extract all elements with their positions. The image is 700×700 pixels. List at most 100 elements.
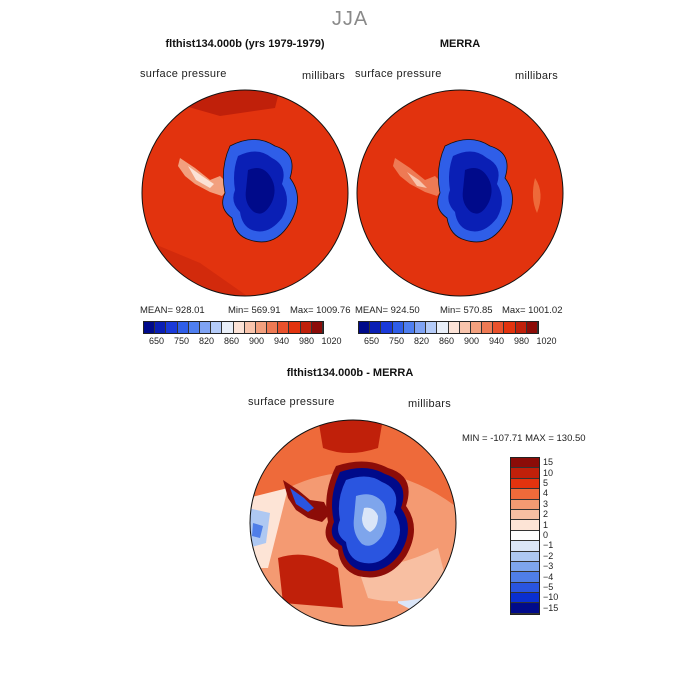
panel1-colorbar-swatch [255, 322, 268, 333]
panel2-colorbar-swatch [470, 322, 483, 333]
panel2-colorbar-swatch [370, 322, 382, 333]
panel1-colorbar-swatch [311, 322, 323, 333]
panel1-variable-label: surface pressure [140, 68, 227, 80]
panel3-colorbar-tick-label: −1 [543, 540, 554, 551]
panel1-colorbar-swatch [267, 322, 279, 333]
panel3-colorbar-tick-label: 0 [543, 530, 549, 540]
panel2-colorbar-swatch [414, 322, 427, 333]
panel1-colorbar-swatch [199, 322, 212, 333]
panel3-colorbar-tick-label: 4 [543, 488, 549, 499]
panel2-colorbar-tick-label: 940 [488, 336, 505, 346]
panel1-colorbar-swatch [300, 322, 312, 333]
panel2-title: MERRA [439, 38, 481, 50]
panel1-polar-map [141, 89, 349, 297]
panel2-colorbar-swatch [493, 322, 505, 333]
panel1-colorbar-tick-label: 940 [273, 336, 290, 346]
panel2-colorbar-swatch [448, 322, 460, 333]
panel2-variable-label: surface pressure [355, 68, 442, 80]
panel2-colorbar-swatch [392, 322, 404, 333]
panel1-colorbar-swatch [166, 322, 178, 333]
panel3-colorbar-tick-label: 3 [543, 498, 549, 509]
panel2-colorbar-tick-label: 1020 [536, 336, 557, 346]
panel2-colorbar-swatch [437, 322, 449, 333]
panel1-units-label: millibars [302, 70, 346, 82]
panel1-colorbar-tick-label: 750 [173, 336, 190, 346]
panel3-colorbar-swatch [511, 582, 539, 594]
panel3-colorbar-swatch [511, 572, 539, 583]
panel1-colorbar-tick-label: 900 [248, 336, 265, 346]
panel3-polar-map [249, 419, 457, 627]
panel3-colorbar-tick-label: −3 [543, 561, 554, 572]
panel2-colorbar-swatch [504, 322, 516, 333]
panel2-colorbar-swatch [526, 322, 538, 333]
panel2-colorbar-tick-label: 820 [413, 336, 430, 346]
panel3-colorbar-tick-label: 15 [543, 457, 554, 468]
panel2-mean: MEAN= 924.50 [355, 305, 420, 316]
panel2-colorbar-tick-label: 900 [463, 336, 480, 346]
panel2-max: Max= 1001.02 [502, 305, 563, 316]
panel1-colorbar-swatch [144, 322, 156, 333]
panel2-colorbar-tick-label: 750 [388, 336, 405, 346]
panel3-colorbar-tick-label: 1 [543, 519, 549, 530]
panel1-colorbar [143, 321, 324, 334]
panel3-title: flthist134.000b - MERRA [286, 367, 414, 379]
panel3-colorbar-swatch [511, 541, 539, 552]
panel1-colorbar-swatch [211, 322, 223, 333]
panel3-colorbar-tick-label: −15 [543, 602, 559, 613]
panel3-colorbar-swatch [511, 458, 539, 469]
panel1-max: Max= 1009.76 [290, 305, 351, 316]
panel2-units-label: millibars [515, 70, 559, 82]
panel3-colorbar-swatch [511, 561, 539, 573]
panel2-colorbar-swatch [403, 322, 415, 333]
panel2-colorbar-swatch [482, 322, 494, 333]
panel3-colorbar-swatch [511, 603, 539, 614]
panel3-colorbar-tick-label: 5 [543, 478, 549, 488]
panel1-min: Min= 569.91 [228, 305, 281, 316]
panel2-polar-map [356, 89, 564, 297]
panel3-variable-label: surface pressure [248, 396, 335, 408]
panel1-colorbar-swatch [177, 322, 189, 333]
panel3-colorbar-swatch [511, 489, 539, 500]
panel3-colorbar-swatch [511, 520, 539, 531]
panel1-colorbar-swatch [233, 322, 245, 333]
panel1-mean: MEAN= 928.01 [140, 305, 205, 316]
panel3-colorbar [510, 457, 540, 615]
panel1-colorbar-swatch [188, 322, 200, 333]
panel3-colorbar-swatch [511, 551, 539, 562]
panel3-colorbar-tick-label: −2 [543, 550, 554, 561]
panel1-colorbar-tick-label: 820 [198, 336, 215, 346]
panel2-colorbar-tick-label: 860 [438, 336, 455, 346]
panel3-colorbar-swatch [511, 509, 539, 521]
panel1-colorbar-swatch [155, 322, 167, 333]
panel1-colorbar-tick-label: 1020 [321, 336, 342, 346]
panel2-colorbar-tick-label: 650 [363, 336, 380, 346]
panel3-colorbar-swatch [511, 478, 539, 490]
panel1-colorbar-swatch [278, 322, 290, 333]
panel3-colorbar-ticks: 15 10 5 4 3 2 1 0 −1 −2 −3 −4 −5 −10 −15 [543, 457, 583, 617]
panel2-colorbar-swatch [381, 322, 393, 333]
panel3-minmax: MIN = -107.71 MAX = 130.50 [462, 433, 586, 444]
panel3-colorbar-swatch [511, 593, 539, 604]
panel2-colorbar-swatch [426, 322, 438, 333]
panel1-colorbar-tick-label: 860 [223, 336, 240, 346]
panel3-colorbar-tick-label: −4 [543, 571, 554, 582]
panel2-colorbar-ticks: 650 750 820 860 900 940 980 1020 [358, 336, 558, 348]
panel3-colorbar-swatch [511, 530, 539, 542]
panel1-colorbar-ticks: 650 750 820 860 900 940 980 1020 [143, 336, 343, 348]
panel2-min: Min= 570.85 [440, 305, 493, 316]
panel3-colorbar-swatch [511, 499, 539, 510]
panel1-colorbar-swatch [222, 322, 234, 333]
panel3-colorbar-swatch [511, 468, 539, 479]
panel1-colorbar-swatch [289, 322, 301, 333]
panel2-colorbar-tick-label: 980 [513, 336, 530, 346]
panel2-colorbar-swatch [459, 322, 471, 333]
panel2-colorbar-swatch [515, 322, 527, 333]
panel1-colorbar-tick-label: 650 [148, 336, 165, 346]
panel3-colorbar-tick-label: −10 [543, 592, 559, 603]
panel3-colorbar-tick-label: −5 [543, 582, 554, 592]
panel1-colorbar-tick-label: 980 [298, 336, 315, 346]
panel1-colorbar-swatch [244, 322, 256, 333]
panel1-title: flthist134.000b (yrs 1979-1979) [165, 38, 325, 50]
panel2-colorbar-swatch [359, 322, 371, 333]
panel3-colorbar-tick-label: 10 [543, 467, 554, 478]
